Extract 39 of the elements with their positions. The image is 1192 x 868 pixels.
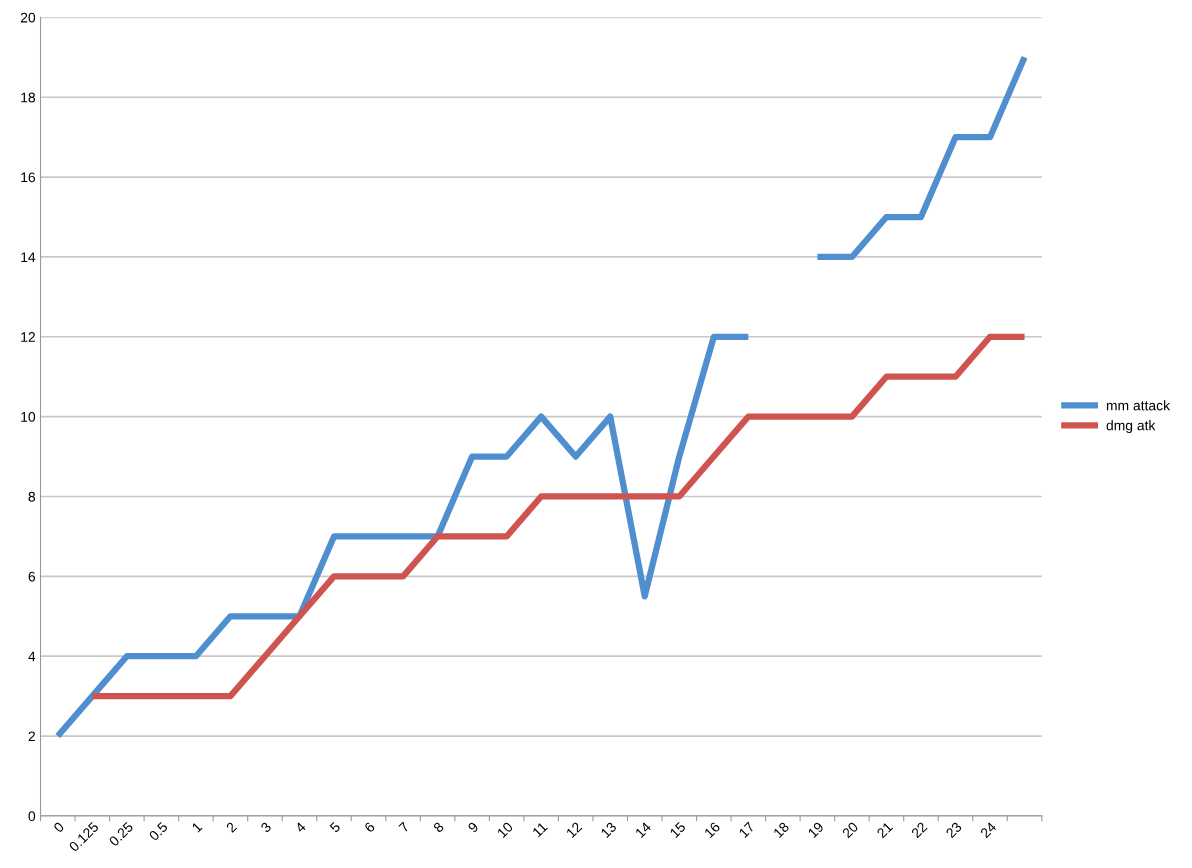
x-tick-label: 2 (225, 821, 238, 833)
y-tick-label: 4 (28, 651, 36, 662)
x-tick-label: 23 (945, 821, 963, 839)
x-tick-label: 3 (260, 821, 272, 834)
x-tick-label: 15 (669, 821, 687, 839)
x-tick-label: 21 (876, 821, 894, 839)
y-tick-label: 0 (28, 811, 36, 822)
x-tick-label: 24 (979, 821, 997, 839)
x-tick-label: 1 (191, 821, 203, 833)
x-tick-label: 17 (738, 821, 755, 839)
x-tick-label: 12 (565, 821, 583, 839)
x-tick-label: 6 (363, 821, 376, 833)
y-tick-label: 12 (21, 332, 35, 342)
y-tick-label: 16 (21, 172, 36, 183)
x-tick-label: 4 (294, 821, 307, 834)
y-tick-label: 6 (28, 571, 36, 582)
x-tick-label: 22 (910, 821, 928, 839)
x-tick-label: 0.5 (148, 821, 169, 842)
x-tick-label: 8 (432, 821, 445, 834)
x-tick-label: 9 (467, 821, 479, 833)
y-tick-label: 14 (21, 252, 36, 262)
y-tick-label: 20 (20, 12, 36, 23)
x-tick-label: 18 (772, 821, 790, 839)
x-tick-label: 5 (329, 821, 341, 834)
legend-label: mm attack (1106, 400, 1171, 411)
y-tick-label: 18 (21, 92, 36, 103)
x-tick-label: 10 (496, 821, 514, 839)
x-tick-label: 0 (52, 821, 65, 834)
y-tick-label: 8 (28, 491, 36, 502)
legend-label: dmg atk (1106, 420, 1156, 434)
x-tick-label: 11 (532, 821, 548, 838)
x-tick-label: 16 (703, 821, 721, 839)
x-tick-label: 20 (841, 821, 859, 839)
x-tick-label: 7 (398, 821, 410, 833)
y-tick-label: 2 (28, 731, 35, 742)
x-tick-label: 19 (807, 821, 825, 839)
x-tick-label: 14 (634, 821, 652, 839)
x-tick-label: 13 (600, 821, 617, 839)
y-tick-label: 10 (21, 411, 36, 422)
